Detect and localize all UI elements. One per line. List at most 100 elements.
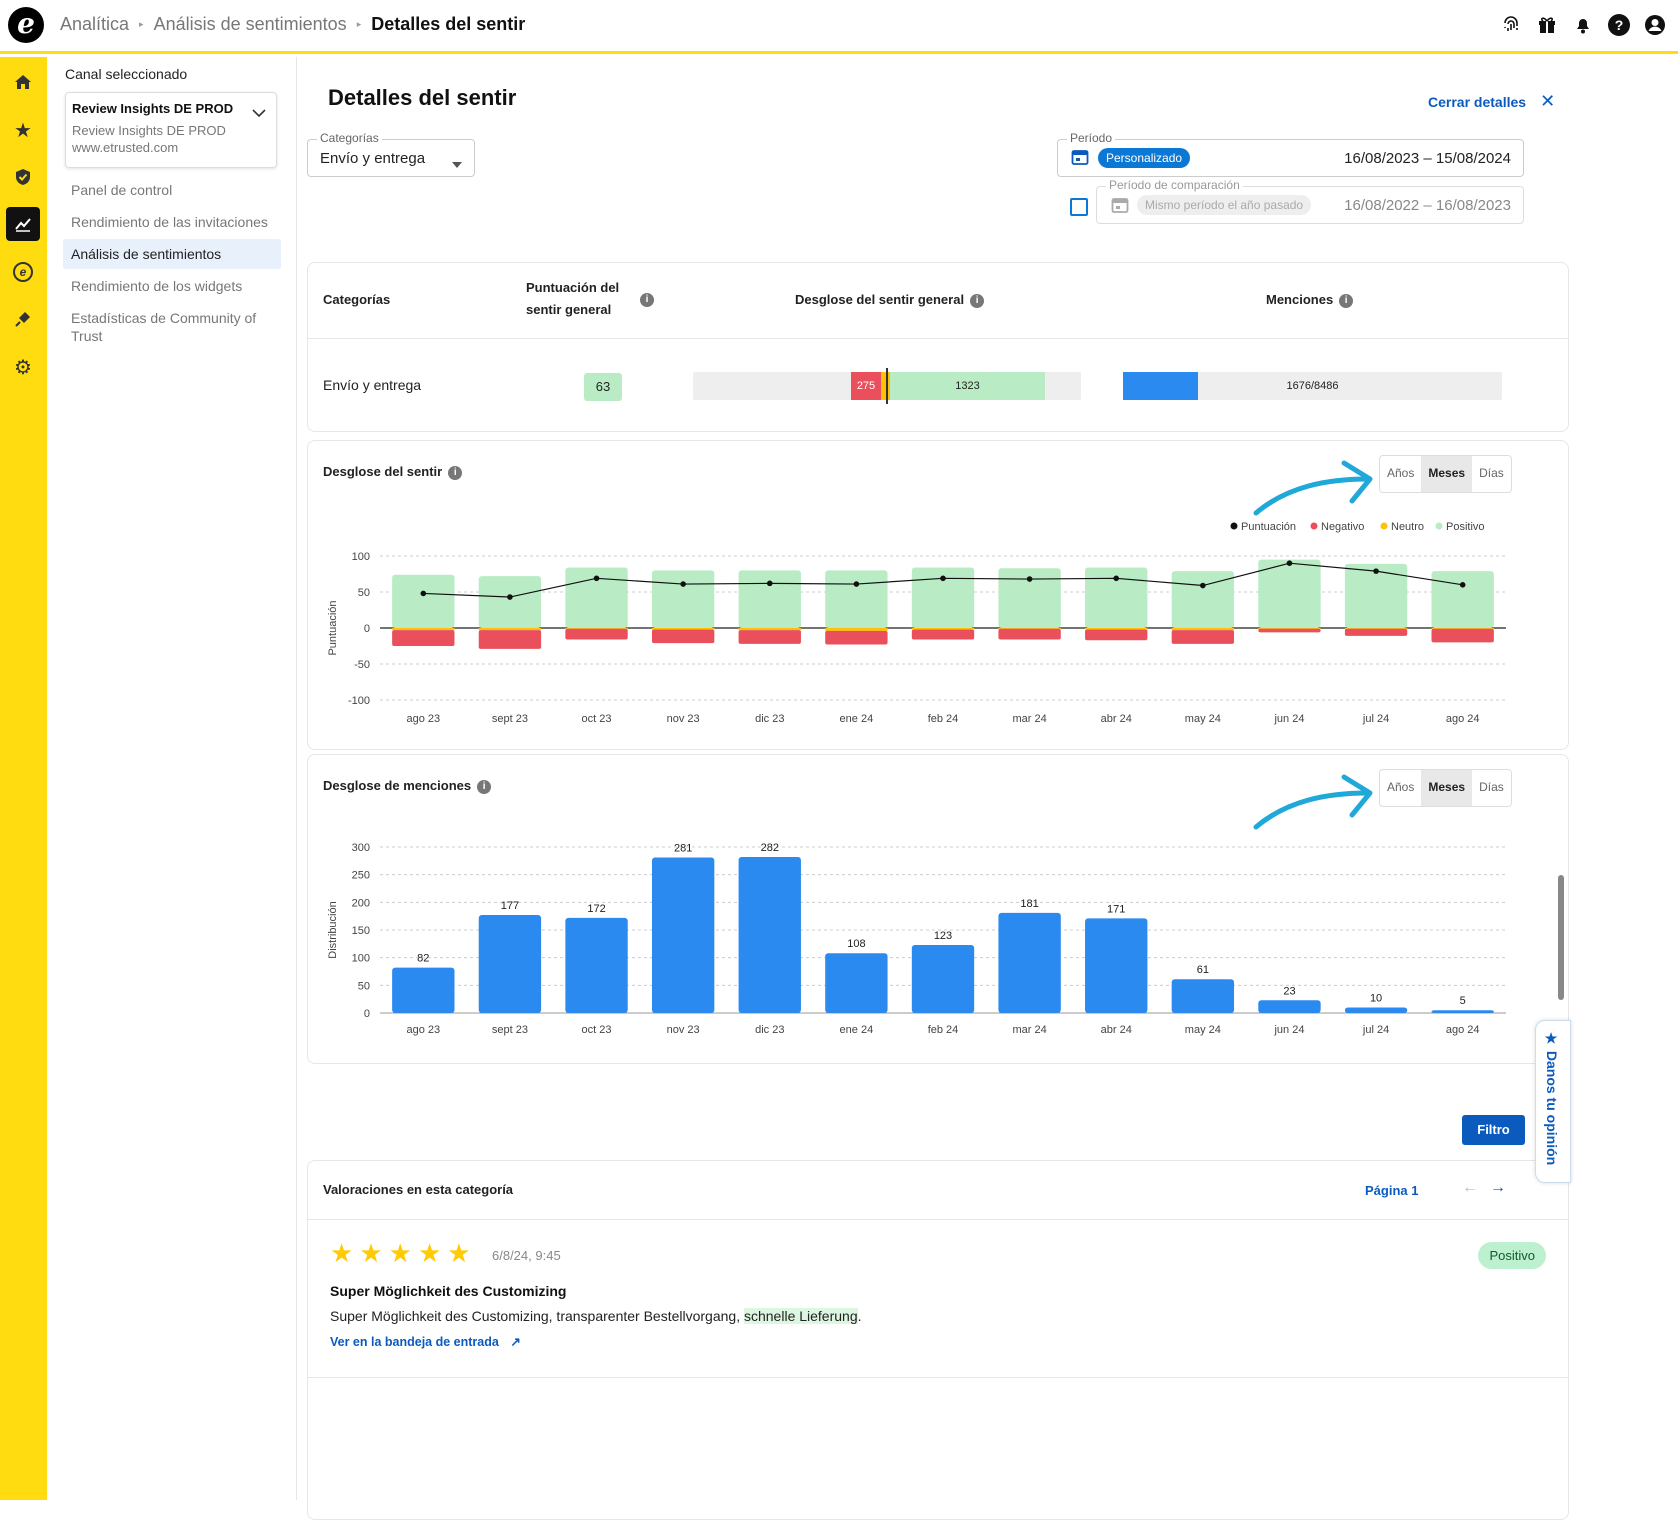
channel-subtitle: Review Insights DE PROD www.etrusted.com xyxy=(72,122,270,156)
scrollbar[interactable] xyxy=(1558,875,1564,1000)
col-header-breakdown-label: Desglose del sentir general xyxy=(795,292,965,307)
etrusted-logo[interactable]: e xyxy=(8,7,44,43)
plug-icon[interactable] xyxy=(8,304,38,334)
toggle-years[interactable]: Años xyxy=(1387,780,1415,794)
info-icon[interactable]: i xyxy=(1339,293,1354,308)
feedback-tab[interactable]: ★ Danos tu opinión xyxy=(1535,1020,1571,1183)
score-point xyxy=(1459,582,1466,588)
channel-selector[interactable]: Review Insights DE PROD Review Insights … xyxy=(65,92,277,168)
divider xyxy=(308,338,1568,339)
x-tick-label: oct 23 xyxy=(582,1024,612,1036)
neutral-bar xyxy=(738,628,801,631)
mentions-bar xyxy=(1258,1000,1321,1013)
negative-bar xyxy=(651,629,715,644)
info-icon[interactable]: i xyxy=(970,293,985,308)
sidebar-item-sentiment[interactable]: Análisis de sentimientos xyxy=(63,239,281,269)
help-icon[interactable]: ? xyxy=(1608,14,1630,36)
shield-icon[interactable] xyxy=(8,162,38,192)
period-chip[interactable]: Personalizado xyxy=(1098,148,1191,168)
compare-checkbox[interactable] xyxy=(1070,198,1088,216)
analytics-icon[interactable] xyxy=(6,207,40,241)
x-tick-label: abr 24 xyxy=(1101,1024,1132,1036)
breadcrumb-sentiment[interactable]: Análisis de sentimientos xyxy=(153,14,347,34)
prev-page-arrow-icon[interactable]: ← xyxy=(1462,1179,1478,1196)
positive-bar xyxy=(565,567,628,628)
positive-bar xyxy=(1085,567,1148,628)
breadcrumb: Analítica ▸ Análisis de sentimientos ▸ D… xyxy=(60,14,525,35)
etrusted-circle-icon[interactable]: e xyxy=(8,257,38,287)
home-icon[interactable] xyxy=(8,67,38,97)
legend-label: Negativo xyxy=(1321,521,1364,533)
view-in-inbox-link[interactable]: Ver en la bandeja de entrada ↗ xyxy=(330,1334,521,1349)
info-icon[interactable]: i xyxy=(477,779,492,794)
gift-icon[interactable] xyxy=(1536,14,1558,36)
x-tick-label: sept 23 xyxy=(492,1024,528,1036)
positive-bar xyxy=(478,576,542,628)
mentions-value: 1676/8486 xyxy=(1286,380,1339,392)
close-details-button[interactable]: Cerrar detalles ✕ xyxy=(1428,91,1555,112)
filter-button[interactable]: Filtro xyxy=(1462,1115,1525,1145)
mentions-card-title-label: Desglose de menciones xyxy=(323,778,472,793)
fingerprint-icon[interactable] xyxy=(1500,14,1522,36)
period-picker[interactable]: Período Personalizado 16/08/2023 – 15/08… xyxy=(1057,131,1524,177)
x-tick-label: mar 24 xyxy=(1012,713,1046,725)
bell-icon[interactable] xyxy=(1572,14,1594,36)
mentions-bar xyxy=(565,917,628,1013)
neutral-bar xyxy=(911,628,975,630)
y-tick-label: 200 xyxy=(352,897,370,909)
sidebar-item-dashboard[interactable]: Panel de control xyxy=(71,182,173,198)
sidebar-item-community[interactable]: Estadísticas de Community of Trust xyxy=(71,310,257,344)
star-icon: ★ xyxy=(359,1238,383,1268)
score-point xyxy=(1026,576,1033,582)
sidebar-item-widgets[interactable]: Rendimiento de los widgets xyxy=(71,278,243,294)
category-select-value: Envío y entrega xyxy=(320,150,426,167)
data-label: 61 xyxy=(1197,964,1209,976)
toggle-days[interactable]: Días xyxy=(1479,466,1504,480)
mentions-card-title: Desglose de menciones i xyxy=(323,775,492,797)
score-point xyxy=(680,581,686,587)
col-header-mentions: Menciones i xyxy=(1266,289,1354,311)
score-point xyxy=(593,575,600,582)
neutral-bar xyxy=(1171,628,1235,631)
toggle-months[interactable]: Meses xyxy=(1421,456,1473,492)
toggle-years[interactable]: Años xyxy=(1387,466,1415,480)
toggle-months[interactable]: Meses xyxy=(1421,770,1473,806)
comparison-chip: Mismo período el año pasado xyxy=(1137,195,1312,215)
next-page-arrow-icon[interactable]: → xyxy=(1490,1179,1506,1196)
comparison-period-picker[interactable]: Período de comparación Mismo período el … xyxy=(1096,178,1524,224)
review-date: 6/8/24, 9:45 xyxy=(492,1248,561,1263)
sentiment-card-title: Desglose del sentir i xyxy=(323,461,463,483)
y-tick-label: -100 xyxy=(348,695,370,707)
positive-bar xyxy=(1258,559,1321,628)
data-label: 10 xyxy=(1370,992,1382,1004)
category-select[interactable]: Categorías Envío y entrega xyxy=(307,131,475,177)
positive-segment: 1323 xyxy=(890,372,1045,400)
data-label: 281 xyxy=(674,843,692,855)
x-tick-label: ago 23 xyxy=(406,1024,440,1036)
y-tick-label: 100 xyxy=(352,551,370,563)
star-rating: ★ ★ ★ ★ ★ xyxy=(330,1238,477,1269)
page-title: Detalles del sentir xyxy=(328,85,517,110)
y-axis-label: Distribución xyxy=(327,901,339,958)
comparison-period-label: Período de comparación xyxy=(1106,178,1243,192)
mentions-chart: 300 250 200 150 100 50 0 Distribución 82 ago 23 17… xyxy=(327,842,1506,1036)
settings-gear-icon[interactable]: ⚙ xyxy=(14,356,32,379)
negative-bar xyxy=(1171,630,1235,644)
mentions-bar xyxy=(478,915,542,1013)
reviews-title: Valoraciones en esta categoría xyxy=(323,1182,514,1197)
sidebar-item-invitations[interactable]: Rendimiento de las invitaciones xyxy=(71,214,268,230)
category-select-label: Categorías xyxy=(317,131,382,145)
info-icon[interactable]: i xyxy=(448,465,463,480)
score-point xyxy=(1200,582,1206,589)
star-icon[interactable]: ★ xyxy=(14,119,32,142)
info-icon[interactable]: i xyxy=(640,293,654,307)
account-icon[interactable] xyxy=(1644,14,1666,36)
data-label: 23 xyxy=(1283,985,1295,997)
neutral-bar xyxy=(1258,628,1321,629)
positive-bar xyxy=(738,570,801,628)
breadcrumb-analytics[interactable]: Analítica xyxy=(60,14,130,34)
data-label: 123 xyxy=(934,930,952,942)
data-label: 172 xyxy=(587,903,605,915)
legend-label: Positivo xyxy=(1446,521,1485,533)
toggle-days[interactable]: Días xyxy=(1479,780,1504,794)
